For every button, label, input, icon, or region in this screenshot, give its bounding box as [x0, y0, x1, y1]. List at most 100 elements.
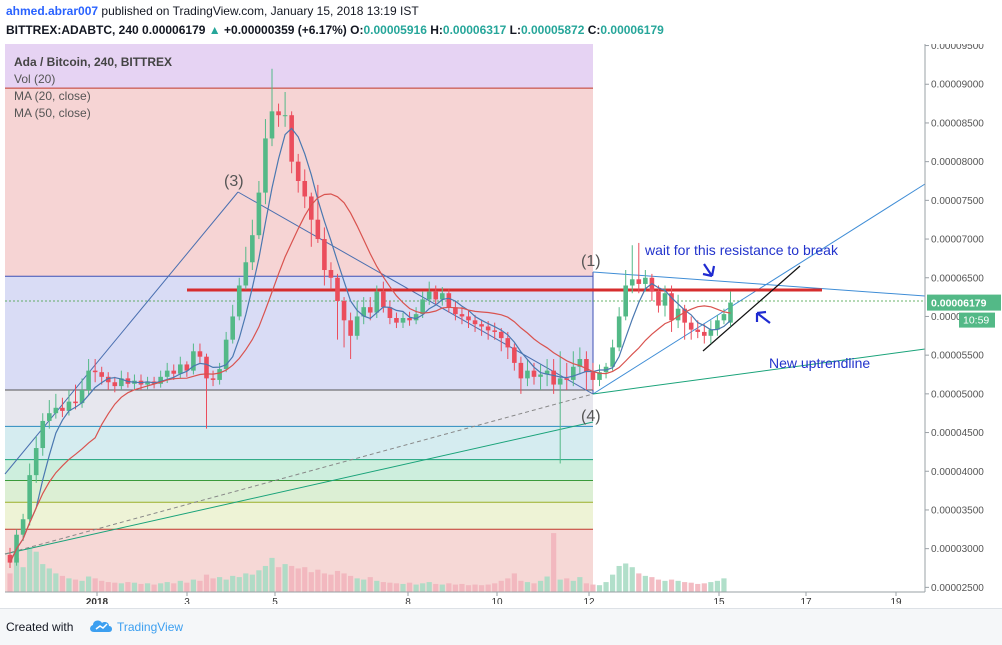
candle-body	[446, 293, 452, 308]
volume-bar	[439, 584, 445, 592]
candle-body	[210, 378, 216, 380]
candle-body	[230, 316, 235, 340]
volume-bar	[348, 575, 354, 592]
candle-body	[551, 370, 556, 385]
candle-body	[407, 318, 412, 321]
resistance-trend-line	[592, 271, 926, 297]
volume-bar	[564, 578, 570, 592]
volume-bar	[210, 578, 216, 592]
volume-bar	[190, 579, 196, 592]
dashed-trend-line	[4, 393, 594, 555]
candle-body	[335, 277, 340, 301]
candle-body	[20, 519, 26, 535]
support-trend-line	[4, 421, 594, 555]
tradingview-link[interactable]: TradingView	[117, 620, 184, 634]
volume-bar	[236, 577, 242, 592]
chart-area[interactable]: (3) (1) (4) wait for this resistance to bre…	[0, 41, 1002, 608]
volume-bar	[642, 575, 648, 592]
last-price: 0.00006179	[142, 23, 206, 37]
volume-bar	[7, 573, 13, 592]
volume-bar	[380, 582, 386, 592]
candle-body	[420, 299, 425, 315]
volume-bar	[144, 583, 151, 592]
volume-bar	[688, 582, 694, 592]
candle-body	[662, 293, 668, 306]
last-price-tag	[927, 294, 1001, 311]
candle-body	[112, 382, 118, 387]
price-tick-label: 0.00007000	[931, 235, 984, 246]
chart-legend: Ada / Bitcoin, 240, BITTREX Vol (20) MA …	[14, 54, 172, 122]
candle-body	[538, 374, 543, 377]
volume-bar	[675, 580, 681, 592]
candle-body	[512, 347, 517, 363]
candle-body	[99, 372, 104, 377]
candle-body	[597, 372, 602, 380]
volume-bar	[577, 577, 583, 592]
candle-body	[610, 347, 615, 367]
volume-bar	[40, 564, 46, 592]
volume-bar	[66, 578, 72, 592]
high-label: H:	[430, 23, 443, 37]
countdown-tag-label: 10:59	[963, 315, 989, 327]
author-link[interactable]: ahmed.abrar007	[6, 4, 99, 18]
volume-bar	[596, 585, 603, 592]
elliott-line	[237, 191, 594, 395]
candle-body	[590, 372, 596, 380]
volume-bar	[20, 567, 26, 592]
volume-bar	[59, 575, 65, 592]
candle-body	[236, 285, 242, 317]
volume-bar	[223, 579, 229, 592]
price-tick-label: 0.00004000	[931, 467, 984, 478]
volume-bar	[361, 579, 367, 592]
volume-bar	[269, 557, 275, 592]
time-axis: 2018 3 5 8 10 12 15 17 19	[5, 591, 925, 608]
fib-bands	[5, 44, 593, 592]
candle-body	[217, 369, 222, 380]
candle-body	[47, 413, 52, 421]
volume-bar	[662, 580, 668, 592]
candle-body	[171, 370, 177, 374]
candle-body	[354, 316, 360, 336]
time-tick-label: 19	[890, 597, 902, 604]
candlestick-chart[interactable]: (3) (1) (4) wait for this resistance to bre…	[0, 41, 1002, 608]
candle-body	[309, 196, 314, 220]
legend-ma50[interactable]: MA (50, close)	[14, 106, 91, 120]
volume-bar	[636, 573, 642, 592]
volume-bar	[524, 582, 531, 592]
candle-body	[571, 366, 576, 380]
volume-bar	[249, 574, 255, 592]
legend-ma20[interactable]: MA (20, close)	[14, 89, 91, 103]
candle-body	[721, 314, 727, 321]
volume-bar	[46, 568, 52, 592]
volume-bar	[99, 580, 105, 592]
volume-bar	[459, 583, 465, 592]
volume-bar	[472, 584, 478, 592]
candle-body	[289, 115, 294, 162]
volume-bar	[708, 582, 714, 592]
candle-body	[341, 300, 347, 321]
candle-body	[86, 370, 91, 390]
volume-bar	[623, 563, 629, 592]
candle-body	[269, 111, 275, 139]
candle-body	[367, 307, 373, 313]
symbol-label: BITTREX:ADABTC, 240	[6, 23, 139, 37]
candle-body	[564, 378, 570, 380]
volume-bar	[452, 584, 458, 592]
candle-body	[459, 314, 465, 317]
candle-body	[636, 279, 642, 284]
candle-body	[256, 192, 262, 236]
volume-bar	[217, 577, 223, 592]
legend-vol[interactable]: Vol (20)	[14, 72, 56, 86]
volume-bar	[158, 583, 164, 592]
volume-bar	[321, 573, 327, 592]
volume-bar	[570, 580, 576, 592]
candle-body	[315, 219, 321, 240]
time-tick-label: 12	[583, 597, 595, 604]
candle-body	[531, 370, 537, 377]
countdown-tag	[959, 312, 995, 328]
time-tick-label: 17	[800, 597, 812, 604]
volume-bar	[308, 572, 314, 592]
time-tick-label: 10	[491, 597, 503, 604]
high-value: 0.00006317	[442, 23, 507, 37]
time-tick-label: 5	[272, 597, 278, 604]
